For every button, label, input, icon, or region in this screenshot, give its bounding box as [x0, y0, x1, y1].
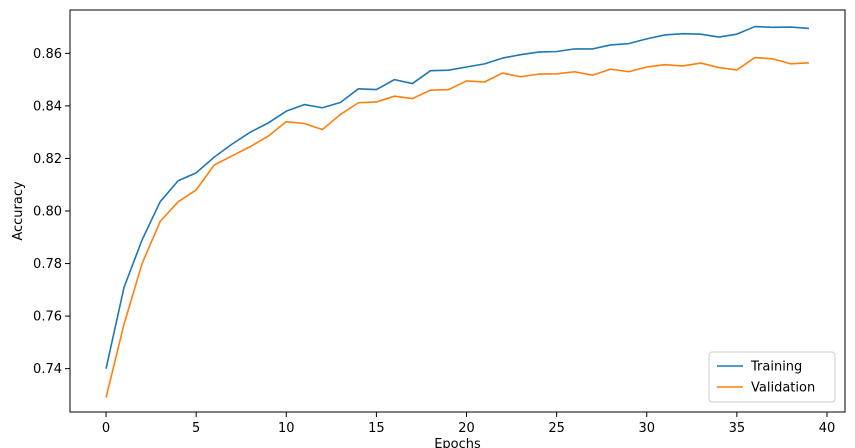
- series-line-validation: [105, 56, 809, 398]
- y-tick-label: 0.76: [33, 310, 62, 325]
- series-layer: [105, 25, 810, 398]
- x-tick-label: 30: [638, 421, 655, 436]
- series-line-training: [105, 25, 810, 369]
- y-tick-label: 0.74: [33, 362, 62, 377]
- y-axis-label: Accuracy: [11, 181, 26, 241]
- x-axis-label: Epochs: [434, 437, 481, 448]
- x-tick-label: 15: [368, 421, 385, 436]
- y-axis-ticks: 0.74 0.76 0.78 0.80 0.82 0.84 0.86: [33, 47, 70, 377]
- y-tick-label: 0.78: [33, 257, 62, 272]
- y-tick-label: 0.82: [33, 152, 62, 167]
- x-tick-label: 10: [278, 421, 295, 436]
- x-tick-label: 35: [729, 421, 746, 436]
- legend-label-validation: Validation: [751, 381, 815, 396]
- legend-label-training: Training: [750, 360, 802, 375]
- x-tick-label: 25: [548, 421, 565, 436]
- y-tick-label: 0.80: [33, 205, 62, 220]
- y-tick-label: 0.84: [33, 99, 62, 114]
- x-tick-label: 40: [819, 421, 836, 436]
- x-axis-ticks: 0 5 10 15 20 25 30 35 40: [102, 412, 835, 436]
- x-tick-label: 5: [192, 421, 200, 436]
- legend-box: [708, 351, 836, 403]
- y-tick-label: 0.86: [33, 47, 62, 62]
- legend: Training Validation: [708, 351, 836, 403]
- x-tick-label: 0: [102, 421, 110, 436]
- x-tick-label: 20: [458, 421, 475, 436]
